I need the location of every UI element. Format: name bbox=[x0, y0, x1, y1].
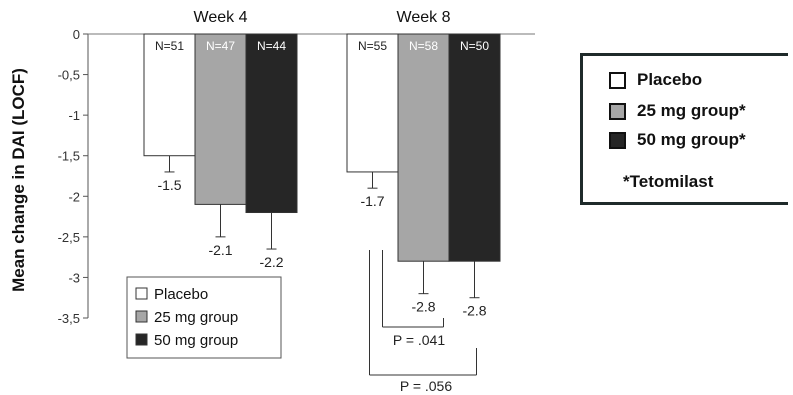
chart-legend-swatch bbox=[135, 333, 148, 346]
value-label: -1.7 bbox=[360, 193, 384, 209]
group-label: Week 4 bbox=[194, 9, 248, 26]
value-label: -2.2 bbox=[259, 254, 283, 270]
n-label: N=50 bbox=[460, 39, 489, 53]
side-legend-item-50mg: 50 mg group* bbox=[609, 130, 746, 150]
value-label: -2.8 bbox=[411, 299, 435, 315]
y-tick-label: -1 bbox=[68, 108, 80, 123]
n-label: N=58 bbox=[409, 39, 438, 53]
side-legend-label-placebo: Placebo bbox=[637, 70, 703, 89]
chart-legend-box bbox=[126, 276, 282, 359]
bar bbox=[143, 33, 196, 157]
n-label: N=55 bbox=[358, 39, 387, 53]
n-label: N=44 bbox=[257, 39, 286, 53]
group-label: Week 8 bbox=[397, 9, 451, 26]
chart-legend-swatch bbox=[135, 287, 148, 300]
side-legend-swatch-placebo bbox=[609, 71, 626, 89]
side-legend-label-25mg: 25 mg group* bbox=[637, 101, 746, 120]
y-tick-label: -2 bbox=[68, 189, 80, 204]
y-tick-label: -3,5 bbox=[58, 311, 80, 326]
chart-legend-label: Placebo bbox=[154, 286, 208, 303]
n-label: N=51 bbox=[155, 39, 184, 53]
value-label: -2.1 bbox=[208, 242, 232, 258]
y-axis-label: Mean change in DAI (LOCF) bbox=[9, 68, 28, 292]
chart-legend-label: 25 mg group bbox=[154, 309, 238, 326]
bar bbox=[346, 33, 399, 173]
y-tick-label: -0,5 bbox=[58, 68, 80, 83]
side-legend-item-placebo: Placebo bbox=[609, 70, 702, 90]
n-label: N=47 bbox=[206, 39, 235, 53]
side-legend-note: *Tetomilast bbox=[623, 172, 714, 191]
side-legend-swatch-50mg bbox=[609, 131, 626, 149]
side-legend-label-50mg: 50 mg group* bbox=[637, 130, 746, 149]
value-label: -2.8 bbox=[462, 303, 486, 319]
chart-legend-swatch bbox=[135, 310, 148, 323]
y-tick-label: 0 bbox=[73, 27, 80, 42]
p-value-label: P = .056 bbox=[400, 378, 453, 394]
p-value-label: P = .041 bbox=[393, 332, 446, 348]
bar bbox=[194, 33, 247, 205]
value-label: -1.5 bbox=[157, 177, 181, 193]
chart-legend-label: 50 mg group bbox=[154, 332, 238, 349]
y-tick-label: -3 bbox=[68, 270, 80, 285]
bar bbox=[448, 33, 501, 262]
bar bbox=[397, 33, 450, 262]
side-legend-item-25mg: 25 mg group* bbox=[609, 101, 746, 121]
bar bbox=[245, 33, 298, 214]
side-legend-swatch-25mg bbox=[609, 102, 626, 120]
y-tick-label: -2,5 bbox=[58, 230, 80, 245]
side-legend: Placebo 25 mg group* 50 mg group* *Tetom… bbox=[580, 53, 788, 205]
y-tick-label: -1,5 bbox=[58, 149, 80, 164]
